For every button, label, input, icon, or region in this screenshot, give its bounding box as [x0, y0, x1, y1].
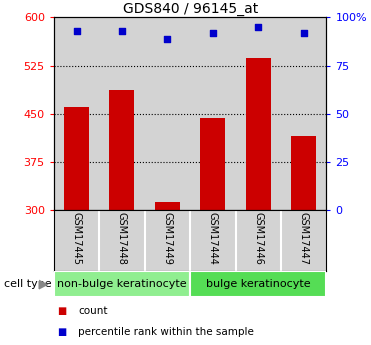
Text: GSM17449: GSM17449: [162, 212, 173, 265]
Bar: [200, 118, 225, 210]
Text: ■: ■: [58, 306, 67, 316]
Text: cell type: cell type: [4, 279, 51, 289]
Point: [255, 24, 261, 30]
Text: non-bulge keratinocyte: non-bulge keratinocyte: [57, 279, 187, 289]
Text: GSM17444: GSM17444: [208, 212, 218, 265]
Bar: [155, 202, 180, 210]
Text: ▶: ▶: [39, 277, 49, 290]
Bar: [54, 271, 190, 297]
Text: percentile rank within the sample: percentile rank within the sample: [78, 327, 254, 337]
Point: [73, 28, 79, 33]
Point: [301, 30, 307, 36]
Bar: [246, 58, 271, 210]
Bar: [291, 136, 316, 210]
Text: count: count: [78, 306, 108, 316]
Bar: [190, 271, 326, 297]
Text: GSM17447: GSM17447: [299, 212, 309, 265]
Point: [210, 30, 216, 36]
Bar: [109, 90, 134, 210]
Point: [119, 28, 125, 33]
Text: GSM17445: GSM17445: [72, 212, 82, 265]
Title: GDS840 / 96145_at: GDS840 / 96145_at: [122, 2, 258, 16]
Bar: [64, 107, 89, 210]
Point: [164, 36, 170, 41]
Text: GSM17448: GSM17448: [117, 212, 127, 265]
Text: ■: ■: [58, 327, 67, 337]
Text: bulge keratinocyte: bulge keratinocyte: [206, 279, 311, 289]
Text: GSM17446: GSM17446: [253, 212, 263, 265]
